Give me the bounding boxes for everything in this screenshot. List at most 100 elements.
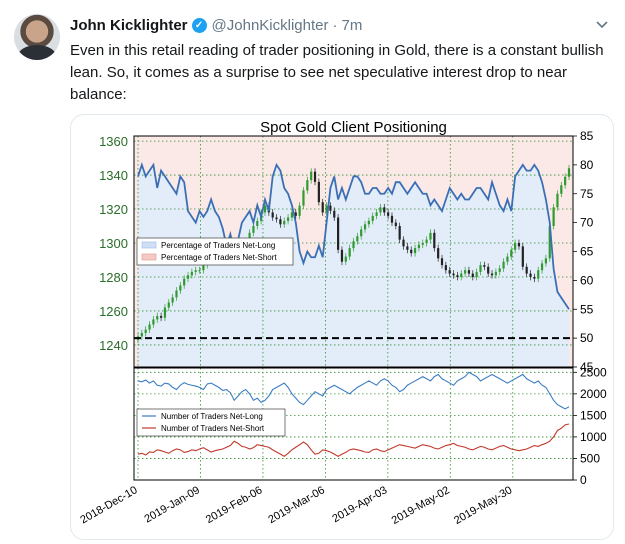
trader-count-lines <box>137 371 570 457</box>
legend-count-long-label: Number of Traders Net-Long <box>161 412 263 421</box>
candle-body <box>437 248 440 259</box>
candle-body <box>363 224 367 230</box>
candle-body <box>163 307 167 318</box>
candle-body <box>294 212 297 216</box>
candle-body <box>290 212 294 218</box>
tweet-timestamp[interactable]: 7m <box>341 16 363 34</box>
candle-body <box>394 222 397 227</box>
candle-body <box>321 202 324 213</box>
price-tick-label: 1360 <box>99 134 128 149</box>
avatar[interactable] <box>14 14 60 60</box>
candle-body <box>498 268 501 272</box>
candle-body <box>144 329 147 334</box>
price-tick-label: 1340 <box>99 168 128 183</box>
candle-body <box>456 275 459 277</box>
candle-body <box>521 246 524 267</box>
candle-body <box>421 243 424 245</box>
date-tick-label: 2019-Apr-03 <box>330 484 389 525</box>
candle-body <box>175 290 178 298</box>
count-tick-label: 2500 <box>580 365 607 379</box>
lower-legend: Number of Traders Net-Long Number of Tra… <box>136 408 286 437</box>
candle-body <box>283 220 286 225</box>
candle-body <box>410 249 413 254</box>
tweet-media-card[interactable]: Spot Gold Client Positioning 1360 1340 132… <box>70 114 614 540</box>
count-tick-label: 1000 <box>580 430 607 444</box>
candle-body <box>463 270 467 274</box>
percent-tick-label: 65 <box>580 245 594 259</box>
candle-body <box>494 271 497 276</box>
candle-body <box>356 236 359 242</box>
tweet-text: Even in this retail reading of trader po… <box>70 42 604 103</box>
candle-body <box>279 219 282 225</box>
verified-badge-icon: ✓ <box>191 17 207 33</box>
candle-body <box>313 171 317 182</box>
candle-body <box>406 246 409 250</box>
net-long-percentage-path <box>137 162 570 310</box>
trader-count-line <box>137 371 570 410</box>
trader-count-line <box>137 423 570 457</box>
candle-body <box>479 265 482 272</box>
date-tick-label: 2019-May-30 <box>452 484 514 527</box>
candle-body <box>198 270 201 272</box>
candle-body <box>383 207 386 213</box>
author-name[interactable]: John Kicklighter <box>70 16 188 34</box>
price-candles <box>136 164 571 344</box>
candle-body <box>286 217 290 221</box>
legend-long-label: Percentage of Traders Net-Long <box>161 241 275 250</box>
candle-body <box>256 220 259 227</box>
percent-tick-label: 80 <box>580 158 594 172</box>
candle-body <box>263 205 267 213</box>
candle-body <box>183 278 186 286</box>
candle-body <box>360 229 363 237</box>
candle-body <box>490 273 494 276</box>
right-count-axis: 2500 2000 1500 1000 500 0 <box>573 365 607 487</box>
candle-body <box>379 207 382 213</box>
candle-body <box>444 265 447 271</box>
percent-tick-label: 45 <box>580 360 594 374</box>
candle-body <box>152 319 155 325</box>
candle-body <box>425 239 428 244</box>
candle-body <box>483 265 486 267</box>
candle-body <box>429 232 432 240</box>
upper-panel-background <box>134 136 573 367</box>
price-tick-label: 1240 <box>99 338 128 353</box>
candle-body <box>329 205 332 211</box>
candle-body <box>413 248 417 254</box>
count-tick-label: 500 <box>580 451 600 465</box>
date-tick-label: 2019-Mar-06 <box>266 484 327 526</box>
date-tick-label: 2018-Dec-10 <box>78 484 139 526</box>
lower-panel-frame <box>133 367 574 481</box>
candle-body <box>248 232 251 242</box>
separator: · <box>332 16 338 34</box>
candle-body <box>533 276 536 279</box>
candle-body <box>529 273 532 277</box>
count-tick-label: 2000 <box>580 387 607 401</box>
candle-body <box>433 232 436 249</box>
candle-body <box>344 256 347 262</box>
chevron-down-icon[interactable] <box>594 16 610 32</box>
author-handle[interactable]: @JohnKicklighter <box>211 16 329 34</box>
candle-body <box>452 273 455 276</box>
candle-body <box>375 212 378 216</box>
candle-body <box>148 324 151 330</box>
candle-body <box>156 316 159 320</box>
net-long-percentage-line <box>137 162 570 310</box>
candle-body <box>190 271 193 276</box>
left-price-axis: 1360 1340 1320 1300 1280 1260 1240 <box>99 134 128 353</box>
candle-body <box>448 270 451 274</box>
candle-body <box>548 226 551 259</box>
chart-title: Spot Gold Client Positioning <box>260 119 447 136</box>
candle-body <box>556 193 559 208</box>
candle-body <box>537 270 540 279</box>
candle-body <box>325 205 328 213</box>
candle-body <box>186 275 190 279</box>
candle-body <box>317 181 320 203</box>
candle-body <box>337 217 340 250</box>
price-tick-label: 1280 <box>99 270 128 285</box>
candle-body <box>402 239 405 247</box>
legend-count-short-label: Number of Traders Net-Short <box>161 424 265 433</box>
candle-body <box>271 212 274 218</box>
candle-body <box>460 273 463 277</box>
right-percent-axis: 85 80 75 70 65 60 55 50 45 <box>573 129 594 374</box>
legend-long-swatch <box>141 241 157 249</box>
